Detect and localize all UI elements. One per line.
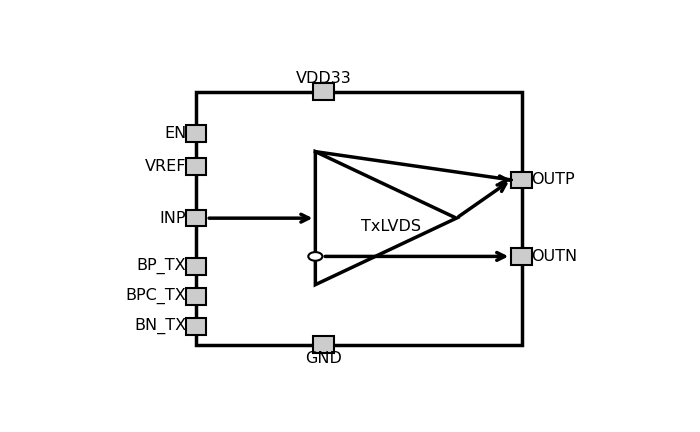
- Text: GND: GND: [305, 350, 342, 365]
- Bar: [511, 172, 532, 188]
- Bar: [186, 318, 206, 334]
- Text: BN_TX: BN_TX: [134, 318, 186, 334]
- Bar: [186, 210, 206, 226]
- Text: INP: INP: [160, 211, 186, 226]
- Text: OUTP: OUTP: [531, 172, 575, 187]
- Text: BP_TX: BP_TX: [136, 258, 186, 274]
- Text: OUTN: OUTN: [531, 249, 577, 264]
- Bar: [186, 158, 206, 175]
- Text: BPC_TX: BPC_TX: [125, 288, 186, 305]
- Bar: [186, 125, 206, 142]
- Bar: [511, 248, 532, 265]
- Text: VDD33: VDD33: [295, 71, 351, 86]
- Bar: [313, 83, 334, 100]
- Circle shape: [308, 252, 323, 261]
- Bar: [186, 258, 206, 275]
- Text: VREF: VREF: [145, 159, 186, 174]
- Bar: [313, 336, 334, 353]
- Text: TxLVDS: TxLVDS: [361, 219, 421, 234]
- Bar: [186, 288, 206, 305]
- Text: EN: EN: [164, 126, 186, 141]
